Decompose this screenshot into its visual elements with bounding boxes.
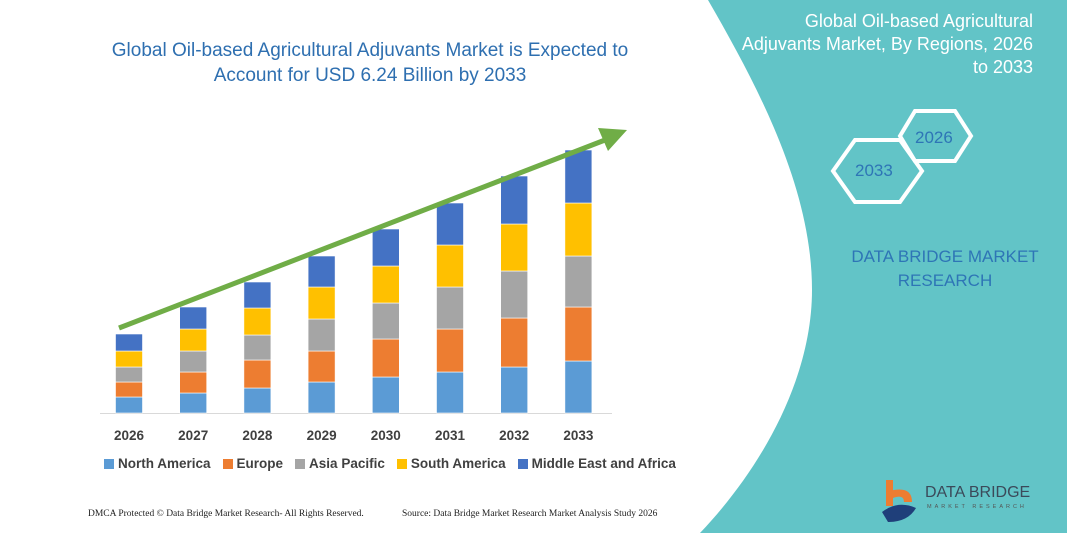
x-tick-label: 2029: [307, 428, 337, 443]
legend-swatch: [104, 458, 114, 469]
bar-segment-middle-east-and-africa-2031: [436, 202, 464, 246]
bar-segment-middle-east-and-africa-2026: [115, 333, 143, 352]
hexagon-2033: [830, 138, 925, 204]
bar-segment-middle-east-and-africa-2030: [371, 228, 400, 267]
bar-segment-north-america-2032: [500, 366, 529, 414]
bar-segment-europe-2028: [243, 359, 272, 389]
brand-text: DATA BRIDGE MARKET RESEARCH: [820, 245, 1067, 293]
legend-label: Europe: [236, 456, 284, 471]
bar-segment-south-america-2032: [500, 223, 529, 272]
x-tick-label: 2026: [114, 428, 145, 443]
logo-subtext: MARKET RESEARCH: [927, 504, 1027, 510]
bar-segment-asia-pacific-2027: [179, 350, 207, 373]
hex-label-2026: 2026: [915, 128, 953, 147]
legend-swatch: [396, 458, 407, 469]
data-bridge-logo-icon: [882, 480, 916, 522]
legend-item: Asia Pacific: [295, 456, 385, 471]
footer-source: Source: Data Bridge Market Research Mark…: [402, 509, 658, 519]
legend-item: Europe: [222, 456, 284, 471]
bar-segment-europe-2027: [179, 371, 207, 394]
footer-copyright: DMCA Protected © Data Bridge Market Rese…: [88, 509, 364, 519]
bar-segment-north-america-2026: [115, 396, 143, 414]
legend-swatch: [295, 458, 306, 469]
bar-segment-south-america-2029: [307, 286, 336, 320]
bar-segment-south-america-2031: [436, 244, 464, 288]
bar-segment-middle-east-and-africa-2029: [307, 255, 336, 288]
trend-arrow-line: [118, 137, 606, 331]
bar-segment-south-america-2030: [371, 265, 400, 304]
trend-arrow-head-icon: [598, 128, 627, 151]
bar-segment-south-america-2028: [243, 307, 272, 336]
x-tick-label: 2028: [242, 428, 273, 443]
legend-item: Middle East and Africa: [517, 456, 676, 471]
page-title: Global Oil-based Agricultural Adjuvants …: [111, 40, 629, 86]
bar-segment-north-america-2031: [436, 371, 464, 414]
legend-label: Asia Pacific: [309, 456, 385, 471]
bar-segment-middle-east-and-africa-2033: [564, 149, 593, 204]
bar-segment-asia-pacific-2028: [243, 334, 272, 361]
hexagon-2026: [897, 109, 974, 163]
hex-label-2033: 2033: [855, 161, 893, 180]
bar-segment-south-america-2033: [564, 202, 593, 257]
bar-segment-asia-pacific-2030: [371, 302, 400, 340]
bar-segment-asia-pacific-2033: [564, 255, 593, 308]
teal-side-panel: [700, 0, 1067, 533]
bar-segment-north-america-2033: [564, 360, 593, 414]
legend-item: North America: [104, 456, 211, 471]
bar-segment-asia-pacific-2031: [436, 286, 464, 330]
bar-segment-south-america-2027: [179, 328, 207, 352]
x-tick-label: 2031: [435, 428, 466, 443]
brand-line-1: DATA BRIDGE MARKET: [851, 247, 1039, 266]
x-tick-label: 2030: [371, 428, 401, 443]
logo-text: DATA BRIDGE: [925, 484, 1031, 501]
bar-segment-europe-2029: [307, 350, 336, 383]
legend-swatch: [517, 458, 528, 469]
bar-segment-middle-east-and-africa-2027: [179, 306, 207, 330]
legend-item: South America: [396, 456, 506, 471]
brand-line-2: RESEARCH: [897, 271, 993, 290]
bar-segment-south-america-2026: [115, 350, 143, 368]
legend-label: North America: [118, 456, 211, 471]
bar-segment-north-america-2029: [307, 381, 336, 414]
bar-segment-europe-2030: [371, 338, 400, 378]
legend-swatch: [222, 458, 233, 469]
stacked-bar-chart: 2026 2027 2028 2029 2030 2031 2032 2033: [100, 128, 627, 443]
bar-segment-europe-2032: [500, 317, 529, 368]
legend-label: Middle East and Africa: [531, 456, 676, 471]
bar-segment-asia-pacific-2029: [307, 318, 336, 352]
x-tick-label: 2033: [563, 428, 594, 443]
bar-segment-north-america-2030: [371, 376, 400, 414]
bar-segment-europe-2033: [564, 306, 593, 362]
bar-segment-middle-east-and-africa-2028: [243, 281, 272, 309]
chart-legend: North America Europe Asia Pacific South Ame…: [104, 456, 676, 471]
bar-segment-middle-east-and-africa-2032: [500, 175, 529, 225]
bar-segment-asia-pacific-2026: [115, 366, 143, 383]
bar-segment-north-america-2027: [179, 392, 207, 414]
side-panel-title: Global Oil-based Agricultural Adjuvants …: [741, 11, 1033, 77]
x-tick-label: 2027: [178, 428, 208, 443]
legend-label: South America: [410, 456, 506, 471]
bar-segment-north-america-2028: [243, 387, 272, 414]
x-tick-label: 2032: [499, 428, 529, 443]
bar-segment-asia-pacific-2032: [500, 270, 529, 319]
bar-segment-europe-2031: [436, 328, 464, 373]
bar-segment-europe-2026: [115, 381, 143, 398]
